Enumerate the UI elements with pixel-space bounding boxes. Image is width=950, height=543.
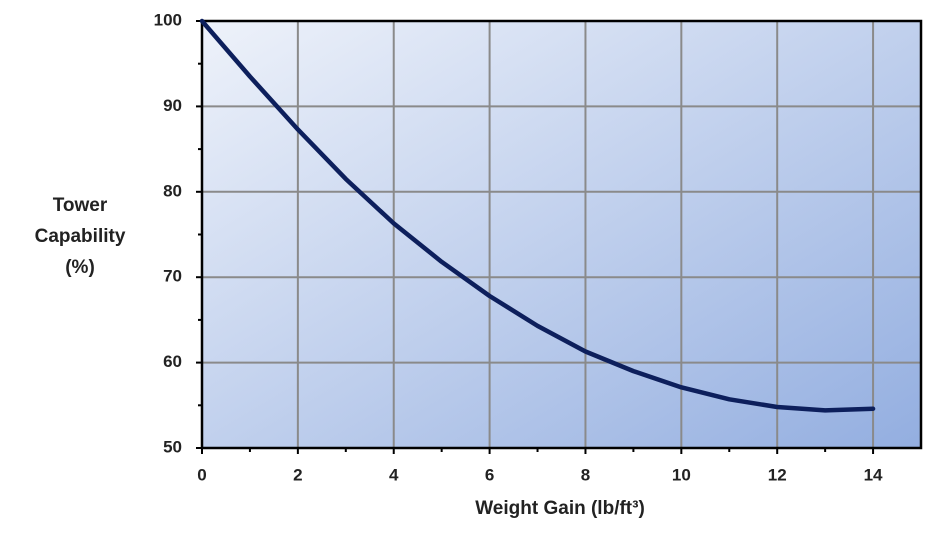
data-line: [199, 18, 876, 413]
y-axis-title: (%): [65, 257, 95, 278]
plot-border: [200, 19, 923, 450]
x-axis-title: Weight Gain (lb/ft³): [475, 498, 645, 519]
y-axis-title: Tower: [53, 195, 108, 216]
y-tick-label: 50: [163, 437, 182, 456]
x-tick-label: 6: [485, 465, 494, 484]
x-tick-label: 10: [672, 465, 691, 484]
y-tick-label: 80: [163, 181, 182, 200]
y-tick-label: 90: [163, 96, 182, 115]
x-tick-label: 0: [197, 465, 206, 484]
x-tick-label: 2: [293, 465, 302, 484]
x-tick-label: 12: [768, 465, 787, 484]
y-tick-label: 100: [154, 10, 182, 29]
x-tick-label: 8: [581, 465, 590, 484]
y-tick-label: 70: [163, 267, 182, 286]
x-tick-label: 14: [864, 465, 883, 484]
y-tick-label: 60: [163, 352, 182, 371]
y-axis-title: Capability: [35, 226, 126, 247]
x-tick-label: 4: [389, 465, 399, 484]
plot-area: [202, 21, 921, 448]
